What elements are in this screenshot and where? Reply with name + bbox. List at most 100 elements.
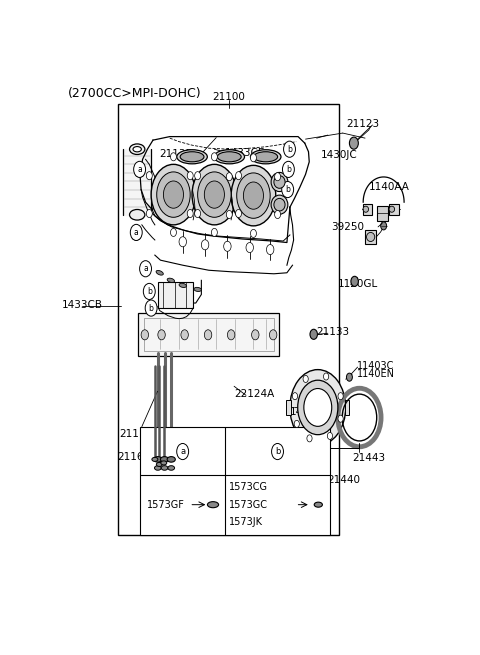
Text: 1140EN: 1140EN [357, 369, 395, 379]
Circle shape [266, 244, 274, 255]
Circle shape [243, 182, 264, 209]
Circle shape [195, 210, 201, 217]
Circle shape [187, 210, 193, 217]
Text: 21164: 21164 [118, 452, 151, 462]
Circle shape [351, 276, 359, 286]
Circle shape [145, 300, 157, 316]
Circle shape [327, 432, 333, 440]
Text: b: b [287, 145, 292, 154]
Text: b: b [275, 447, 280, 456]
Text: a: a [134, 228, 139, 237]
Bar [144, 318, 274, 351]
Ellipse shape [363, 206, 369, 212]
Bar [377, 206, 388, 221]
Circle shape [347, 373, 352, 381]
Circle shape [307, 435, 312, 442]
Ellipse shape [160, 457, 168, 462]
Text: 21443: 21443 [352, 453, 385, 463]
Ellipse shape [161, 466, 168, 470]
Ellipse shape [367, 233, 375, 242]
Circle shape [133, 161, 145, 178]
Circle shape [231, 165, 276, 226]
Bar [286, 400, 290, 415]
Circle shape [290, 369, 346, 445]
Ellipse shape [167, 457, 175, 462]
Text: 1573GF: 1573GF [147, 500, 184, 510]
Circle shape [163, 181, 183, 208]
Circle shape [195, 172, 201, 179]
Text: b: b [147, 287, 152, 296]
Circle shape [294, 421, 300, 428]
Circle shape [272, 443, 284, 460]
Circle shape [338, 415, 343, 422]
Circle shape [237, 173, 270, 218]
Circle shape [338, 392, 343, 400]
Ellipse shape [179, 283, 186, 288]
Ellipse shape [389, 206, 395, 212]
Bar [118, 103, 339, 535]
Circle shape [170, 229, 177, 236]
Circle shape [202, 240, 209, 250]
Circle shape [303, 375, 308, 383]
Circle shape [187, 172, 193, 179]
Circle shape [269, 329, 277, 340]
Circle shape [211, 229, 217, 236]
Bar [158, 282, 193, 308]
Circle shape [275, 210, 281, 219]
Ellipse shape [130, 210, 145, 220]
Ellipse shape [156, 271, 163, 275]
Bar [363, 204, 372, 215]
Circle shape [381, 222, 386, 230]
Circle shape [151, 164, 196, 225]
Circle shape [292, 392, 298, 400]
Circle shape [204, 329, 212, 340]
Ellipse shape [271, 195, 288, 214]
Text: 21100: 21100 [213, 92, 245, 102]
Ellipse shape [207, 502, 218, 508]
Circle shape [251, 229, 256, 238]
Circle shape [181, 329, 188, 340]
Circle shape [204, 181, 225, 208]
Bar [365, 230, 376, 244]
Circle shape [236, 172, 241, 179]
Ellipse shape [217, 152, 241, 162]
Ellipse shape [152, 457, 158, 461]
Ellipse shape [180, 152, 204, 162]
Circle shape [228, 329, 235, 340]
Ellipse shape [274, 198, 285, 211]
Text: 1573CG: 1573CG [229, 482, 268, 493]
Ellipse shape [154, 457, 162, 462]
Circle shape [146, 172, 152, 179]
Bar [345, 400, 349, 415]
Text: 1430JC: 1430JC [321, 150, 357, 160]
Ellipse shape [271, 172, 288, 191]
Text: 1433CE: 1433CE [225, 148, 265, 159]
Text: a: a [143, 264, 148, 273]
Circle shape [192, 164, 237, 225]
Circle shape [211, 153, 217, 161]
Text: 1433CB: 1433CB [62, 299, 103, 310]
Text: 21133: 21133 [317, 328, 350, 337]
Ellipse shape [274, 176, 285, 188]
Text: 21440: 21440 [327, 475, 360, 485]
Circle shape [198, 172, 231, 217]
Text: 21119: 21119 [120, 429, 153, 439]
Polygon shape [123, 149, 151, 215]
Ellipse shape [167, 278, 175, 282]
Circle shape [146, 210, 152, 217]
Circle shape [275, 173, 281, 181]
Text: 21135: 21135 [159, 149, 192, 159]
Ellipse shape [214, 150, 244, 164]
Text: 11403C: 11403C [357, 361, 394, 371]
Text: 39250: 39250 [332, 222, 365, 232]
Circle shape [130, 225, 142, 240]
Circle shape [170, 153, 177, 161]
Text: a: a [137, 165, 142, 174]
Circle shape [282, 181, 294, 198]
Ellipse shape [132, 235, 140, 240]
Circle shape [349, 137, 359, 149]
Text: 1430JC: 1430JC [290, 407, 327, 417]
Circle shape [310, 329, 317, 339]
Ellipse shape [254, 152, 277, 162]
Bar [138, 313, 279, 356]
